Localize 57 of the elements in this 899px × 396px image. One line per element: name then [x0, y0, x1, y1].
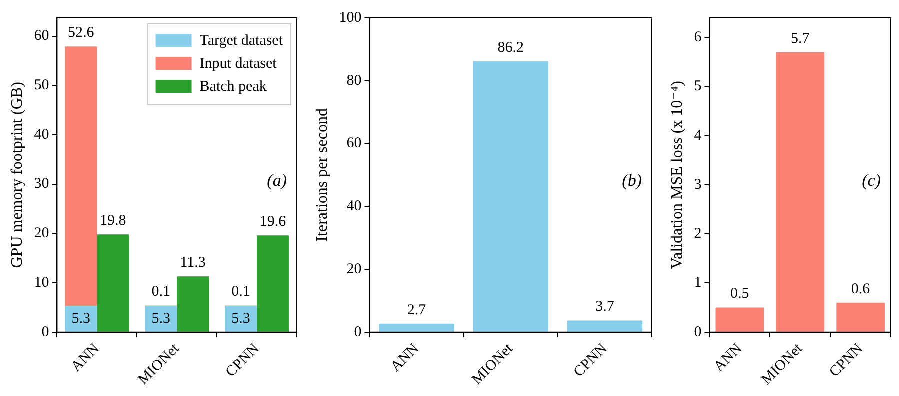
y-tick-label: 30 — [34, 176, 50, 192]
legend-label: Batch peak — [200, 78, 268, 95]
y-tick-label: 40 — [346, 198, 362, 215]
data-label: 3.7 — [596, 299, 615, 316]
data-label: 0.1 — [232, 284, 250, 300]
legend-label: Target dataset — [200, 32, 284, 49]
data-label: 86.2 — [498, 40, 524, 56]
y-tick-label: 0 — [354, 324, 362, 340]
bar — [257, 236, 290, 332]
annotation: (c) — [862, 170, 882, 190]
data-label: 0.5 — [730, 286, 750, 302]
y-tick-label: 0 — [694, 324, 702, 340]
y-tick-label: 10 — [34, 274, 50, 291]
data-label: 52.6 — [68, 25, 95, 42]
bar — [97, 234, 130, 332]
legend-label: Input dataset — [200, 56, 278, 72]
bar — [567, 320, 643, 332]
bar — [716, 308, 764, 332]
bar — [473, 61, 548, 332]
y-tick-label: 1 — [694, 275, 702, 292]
data-label: 19.6 — [260, 214, 287, 230]
bar — [65, 46, 98, 306]
y-tick-label: 0 — [42, 324, 50, 340]
annotation: (a) — [267, 170, 288, 190]
bar — [379, 324, 454, 332]
y-axis-title: Validation MSE loss (x 10⁻⁴) — [668, 81, 686, 270]
y-tick-label: 2 — [694, 226, 702, 242]
bar — [65, 306, 98, 332]
y-tick-label: 5 — [694, 78, 702, 95]
data-label: 5.3 — [72, 310, 91, 327]
data-label: 11.3 — [180, 255, 206, 272]
data-label: 5.7 — [790, 30, 810, 47]
y-tick-label: 20 — [346, 261, 362, 278]
y-tick-label: 4 — [694, 128, 702, 144]
y-tick-label: 3 — [694, 176, 702, 193]
y-tick-label: 60 — [34, 28, 50, 44]
data-label: 0.1 — [152, 284, 170, 300]
y-axis-title: Iterations per second — [314, 108, 331, 242]
y-tick-label: 40 — [34, 126, 50, 143]
bar — [836, 302, 885, 332]
data-label: 5.3 — [232, 310, 250, 327]
y-tick-label: 60 — [346, 136, 362, 152]
data-label: 0.6 — [851, 281, 871, 298]
y-axis-title: GPU memory footprint (GB) — [8, 82, 26, 268]
annotation: (b) — [622, 170, 642, 190]
bar — [776, 52, 825, 332]
y-tick-label: 50 — [34, 78, 50, 94]
data-label: 5.3 — [152, 310, 170, 327]
y-tick-label: 100 — [339, 10, 362, 26]
y-tick-label: 6 — [694, 30, 702, 46]
data-label: 19.8 — [100, 213, 126, 230]
y-tick-label: 20 — [34, 226, 50, 242]
bar — [145, 306, 178, 332]
bar — [177, 276, 210, 332]
data-label: 2.7 — [407, 302, 427, 318]
bar — [225, 306, 258, 332]
y-tick-label: 80 — [346, 72, 362, 89]
